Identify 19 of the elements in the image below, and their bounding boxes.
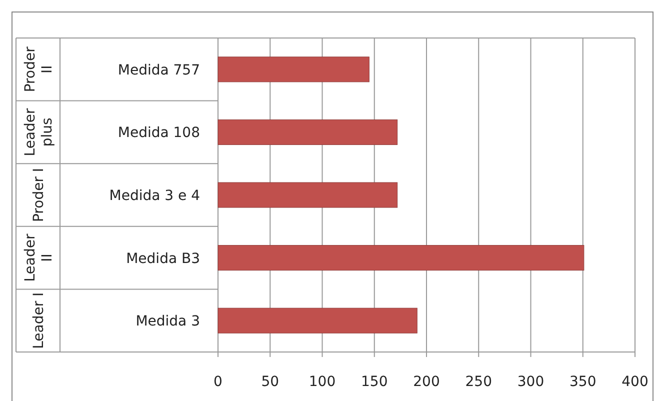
y-tick-label: Medida B3 — [126, 250, 200, 267]
x-tick-label: 300 — [517, 374, 544, 390]
text: Leader plus — [22, 108, 56, 156]
y-tick-label: Medida 108 — [118, 125, 200, 142]
x-tick-label: 0 — [214, 374, 222, 390]
x-tick-label: 50 — [261, 374, 280, 390]
x-tick-label: 200 — [413, 374, 440, 390]
x-tick-label: 150 — [361, 374, 388, 390]
y-tick-label: Medida 3 — [136, 314, 200, 330]
text: Leader I — [31, 292, 47, 349]
x-tick-label: 400 — [622, 374, 648, 390]
text: Proder I — [31, 168, 47, 222]
x-tick-label: 350 — [570, 374, 596, 390]
y-tick-label: Medida 757 — [118, 62, 200, 78]
x-tick-label: 100 — [308, 374, 336, 390]
text: Leader II — [22, 234, 56, 282]
x-tick-label: 250 — [465, 374, 492, 390]
text: Proder II — [22, 46, 56, 92]
y-tick-label: Medida 3 e 4 — [109, 188, 200, 204]
